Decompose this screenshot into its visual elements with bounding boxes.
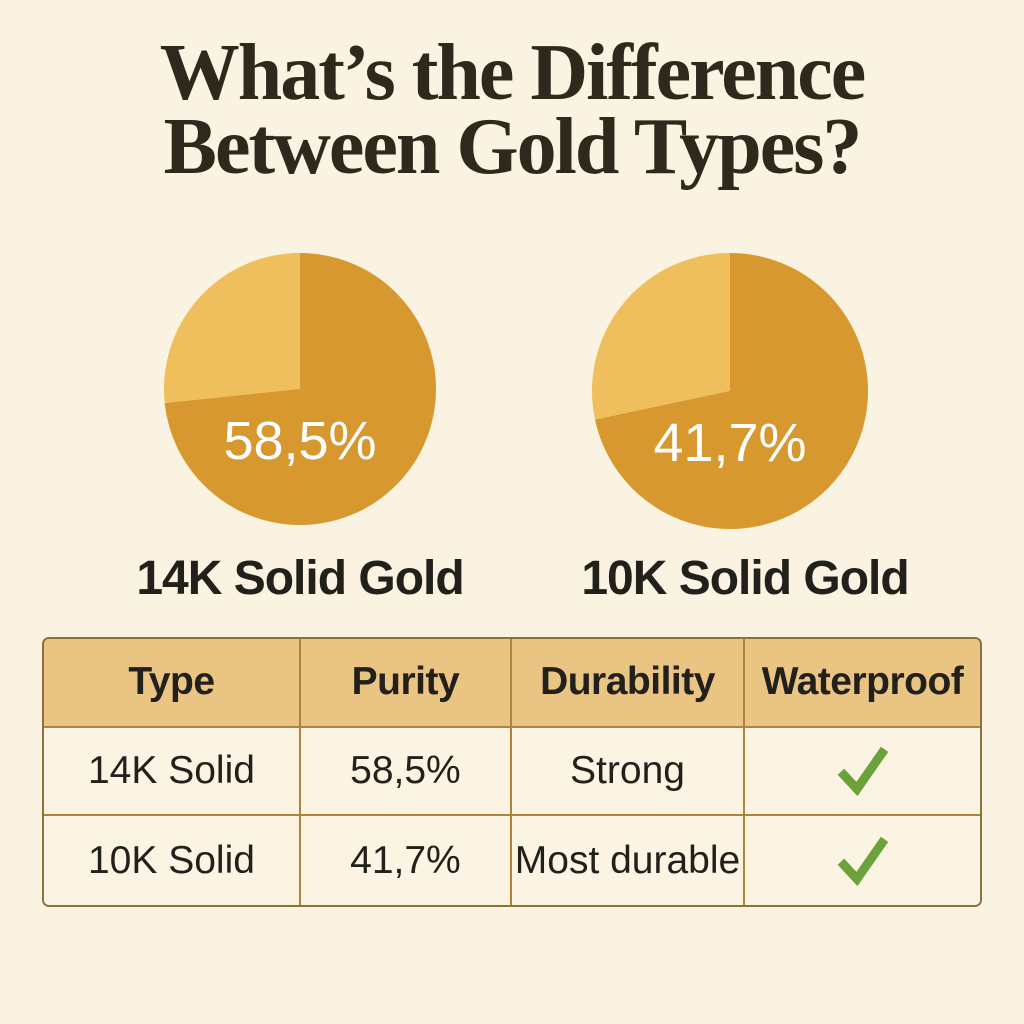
- title-line-1: What’s the Difference: [159, 29, 866, 117]
- cell-10k-purity: 41,7%: [300, 816, 512, 905]
- pie-chart-14k: 58,5%: [164, 253, 436, 525]
- table-header-waterproof: Waterproof: [745, 639, 980, 728]
- pie-chart-10k: 41,7%: [592, 253, 868, 529]
- table-header-purity: Purity: [300, 639, 512, 728]
- title-line-2: Between Gold Types?: [163, 103, 863, 191]
- cell-10k-waterproof: [745, 816, 980, 905]
- pie-value-label-14k: 58,5%: [223, 410, 377, 471]
- checkmark-icon: [837, 746, 888, 797]
- table-header-type: Type: [44, 639, 301, 728]
- cell-14k-waterproof: [745, 727, 980, 817]
- comparison-table: Type Purity Durability Waterproof 14K So…: [42, 637, 982, 907]
- checkmark-icon: [837, 836, 888, 886]
- pie-value-label-10k: 41,7%: [653, 413, 807, 474]
- pie-caption-14k: 14K Solid Gold: [136, 552, 464, 605]
- cell-14k-purity: 58,5%: [300, 727, 512, 817]
- cell-14k-durability: Strong: [512, 727, 745, 817]
- cell-10k-durability: Most durable: [512, 816, 745, 905]
- cell-14k-type: 14K Solid: [44, 727, 301, 817]
- page-title: What’s the Difference Between Gold Types…: [0, 29, 1024, 191]
- cell-10k-type: 10K Solid: [44, 816, 301, 905]
- table-header-durability: Durability: [512, 639, 745, 728]
- pie-caption-10k: 10K Solid Gold: [581, 552, 909, 605]
